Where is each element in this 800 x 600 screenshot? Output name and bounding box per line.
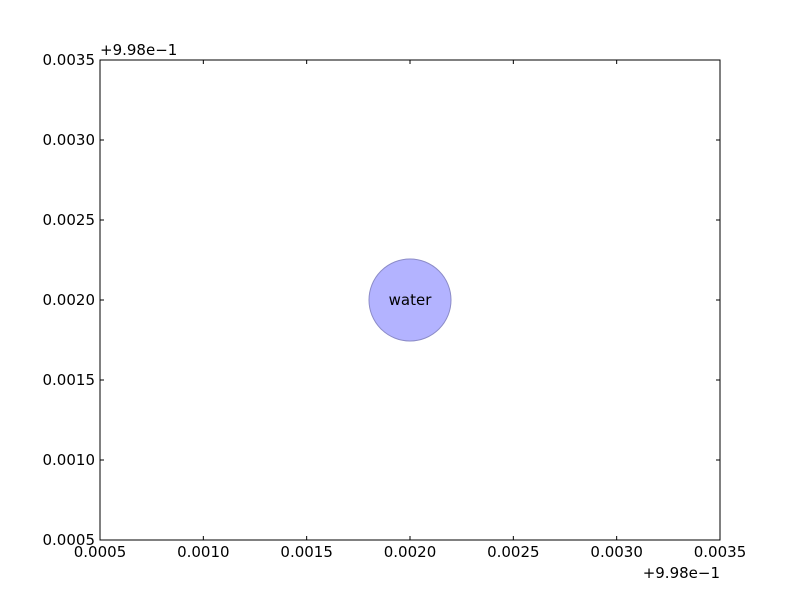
x-tick-label: 0.0005: [74, 543, 127, 561]
x-tick-label: 0.0035: [694, 543, 747, 561]
y-tick-label: 0.0020: [43, 291, 96, 309]
x-tick-label: 0.0030: [590, 543, 643, 561]
ticks-layer: 0.0005 0.0010 0.0015 0.0020 0.0025 0.0030 0.00…: [43, 51, 747, 561]
x-tick-label: 0.0020: [384, 543, 437, 561]
plot-frame: [99, 59, 721, 541]
y-tick-label: 0.0030: [43, 131, 96, 149]
y-tick-label: 0.0035: [43, 51, 96, 69]
y-tick-label: 0.0010: [43, 451, 96, 469]
y-tick-label: 0.0015: [43, 371, 96, 389]
point-label: water: [389, 291, 433, 309]
y-axis-offset-label: +9.98e−1: [100, 41, 177, 59]
x-tick-label: 0.0025: [487, 543, 540, 561]
x-tick-label: 0.0015: [280, 543, 333, 561]
points-layer: water: [368, 258, 452, 342]
x-tick-label: 0.0010: [177, 543, 230, 561]
data-point-water: [368, 258, 452, 342]
y-tick-label: 0.0025: [43, 211, 96, 229]
x-axis-offset-label: +9.98e−1: [643, 564, 720, 582]
y-tick-label: 0.0005: [43, 531, 96, 549]
